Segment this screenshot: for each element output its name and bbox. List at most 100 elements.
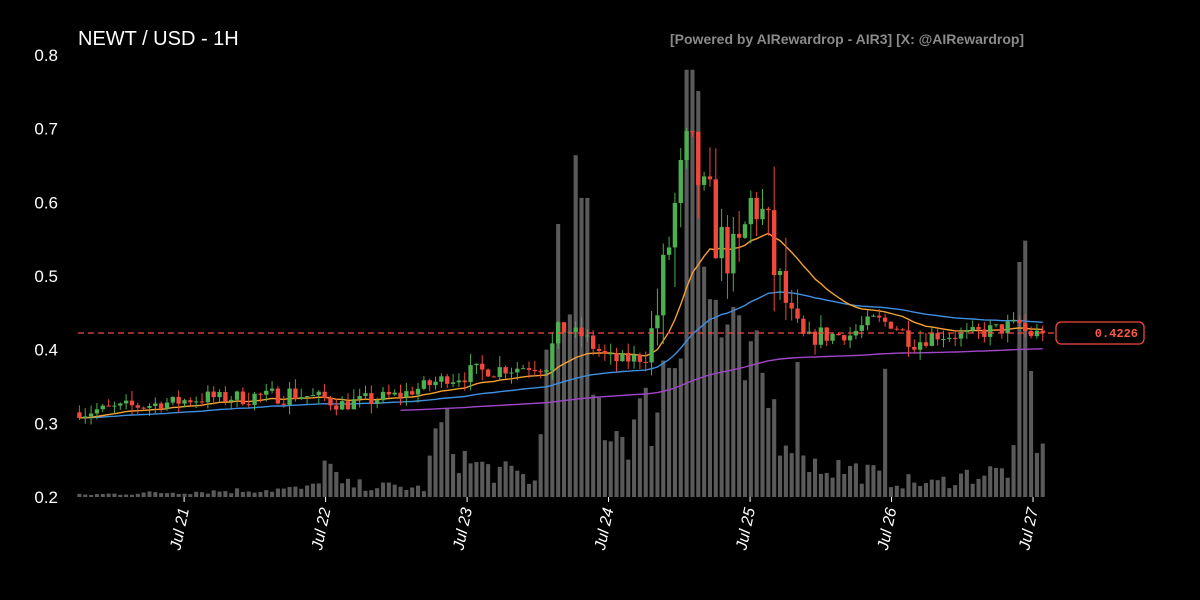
candle-body	[123, 400, 129, 404]
volume-bar	[1040, 443, 1045, 497]
candle	[1005, 314, 1010, 343]
candle-body	[240, 391, 246, 405]
candle	[480, 355, 485, 381]
volume-bar	[480, 461, 485, 497]
volume-bar	[702, 266, 707, 497]
volume-bar	[661, 360, 666, 497]
candle	[334, 399, 339, 416]
candle	[223, 386, 228, 406]
candle-body	[993, 324, 999, 326]
candle	[882, 313, 888, 327]
volume-bar	[672, 368, 677, 497]
candle	[374, 397, 380, 409]
candle-body	[579, 327, 584, 337]
candle-body	[801, 318, 806, 334]
candle-body	[923, 342, 929, 346]
candle-body	[637, 354, 643, 362]
candle	[281, 395, 286, 408]
x-tick-label: Jul 27	[1016, 505, 1042, 552]
candle-body	[380, 391, 386, 401]
y-tick-label: 0.6	[34, 193, 58, 212]
candle	[777, 268, 783, 300]
candle	[760, 188, 765, 226]
volume-bar	[310, 483, 315, 497]
candle-body	[929, 333, 935, 346]
candle-body	[538, 371, 543, 373]
candle-body	[211, 391, 216, 398]
volume-bar	[865, 464, 870, 497]
volume-bar	[871, 465, 876, 497]
volume-bar	[526, 483, 532, 497]
volume-bar	[159, 493, 164, 497]
candle	[421, 376, 427, 391]
volume-bar	[118, 494, 123, 497]
candles	[77, 127, 1045, 425]
volume-bar	[935, 480, 940, 497]
candle	[170, 396, 176, 406]
candle	[193, 396, 199, 408]
volume-bar	[293, 486, 298, 497]
candle-body	[906, 330, 911, 347]
candle	[252, 391, 257, 411]
volume-bar	[246, 491, 251, 497]
candle-body	[783, 271, 789, 303]
volume-bar	[731, 306, 736, 497]
candle	[742, 221, 748, 240]
candle	[923, 332, 929, 348]
volume-bar	[585, 197, 590, 497]
candle-body	[696, 132, 701, 185]
candle-body	[170, 396, 176, 403]
last-price-label: 0.4226	[1095, 327, 1138, 341]
volume-bar	[777, 455, 783, 497]
candle-body	[182, 400, 187, 404]
ema-fast-line	[79, 232, 1043, 419]
candle-body	[614, 353, 619, 362]
volume-bar	[486, 464, 491, 497]
volume-bar	[941, 476, 946, 497]
candle	[655, 288, 660, 346]
candle-body	[1034, 330, 1040, 337]
candle	[853, 324, 859, 340]
candle	[398, 384, 403, 406]
volume-bar	[392, 484, 397, 497]
candle	[509, 367, 514, 384]
candle-body	[591, 335, 596, 349]
volume-bar	[853, 463, 858, 497]
candle-body	[421, 380, 427, 389]
candle	[573, 321, 578, 338]
candle-body	[526, 368, 532, 370]
volume-bar	[626, 459, 631, 497]
candle	[77, 405, 82, 420]
candle	[380, 386, 386, 404]
candle-body	[83, 416, 88, 418]
candle-body	[842, 335, 847, 341]
candle-body	[135, 405, 140, 408]
volume-bar	[205, 493, 210, 497]
candle-body	[970, 326, 975, 331]
volume-bar	[404, 490, 409, 497]
candle-body	[118, 403, 123, 406]
volume-bar	[591, 394, 596, 497]
candle	[842, 334, 847, 345]
candle-body	[1005, 321, 1010, 334]
candle	[293, 379, 298, 402]
candle-body	[573, 327, 578, 333]
candle-body	[1011, 319, 1016, 322]
candle	[766, 206, 771, 236]
volume-bar	[742, 380, 748, 497]
candle	[982, 322, 987, 343]
candle-body	[112, 405, 117, 407]
volume-bar	[135, 493, 140, 497]
candle-body	[661, 254, 666, 316]
volume-bar	[1017, 262, 1022, 497]
candle-body	[299, 397, 304, 400]
candle-body	[947, 337, 952, 340]
candle-body	[912, 346, 917, 350]
candle	[485, 368, 491, 378]
volume-bar	[77, 493, 82, 497]
candle-body	[847, 335, 853, 341]
volume-bar	[275, 488, 280, 497]
candle-body	[631, 354, 637, 362]
volume-bar	[713, 299, 718, 497]
candle	[491, 375, 497, 378]
